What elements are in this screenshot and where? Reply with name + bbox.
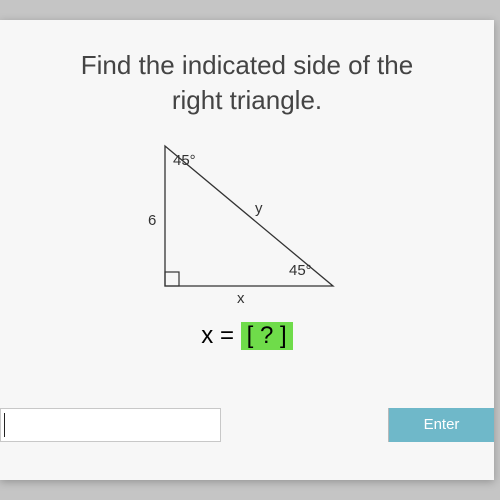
equation-lhs: x = bbox=[201, 322, 240, 349]
side-left-label: 6 bbox=[148, 212, 156, 229]
prompt-line2: right triangle. bbox=[172, 85, 322, 115]
text-cursor bbox=[4, 413, 5, 437]
question-prompt: Find the indicated side of the right tri… bbox=[0, 20, 494, 126]
prompt-line1: Find the indicated side of the bbox=[81, 50, 413, 80]
worksheet-page: Find the indicated side of the right tri… bbox=[0, 20, 494, 480]
triangle-figure: 45° 45° 6 y x bbox=[137, 136, 357, 316]
input-row: Enter bbox=[0, 408, 494, 442]
equation: x = [ ? ] bbox=[0, 322, 494, 350]
triangle-svg bbox=[137, 136, 357, 316]
side-bottom-label: x bbox=[237, 290, 245, 307]
angle-top-label: 45° bbox=[173, 152, 196, 169]
hypotenuse-label: y bbox=[255, 200, 263, 217]
answer-input[interactable] bbox=[0, 408, 221, 442]
answer-placeholder: [ ? ] bbox=[241, 322, 293, 350]
angle-bottom-right-label: 45° bbox=[289, 262, 312, 279]
enter-button[interactable]: Enter bbox=[388, 408, 494, 442]
